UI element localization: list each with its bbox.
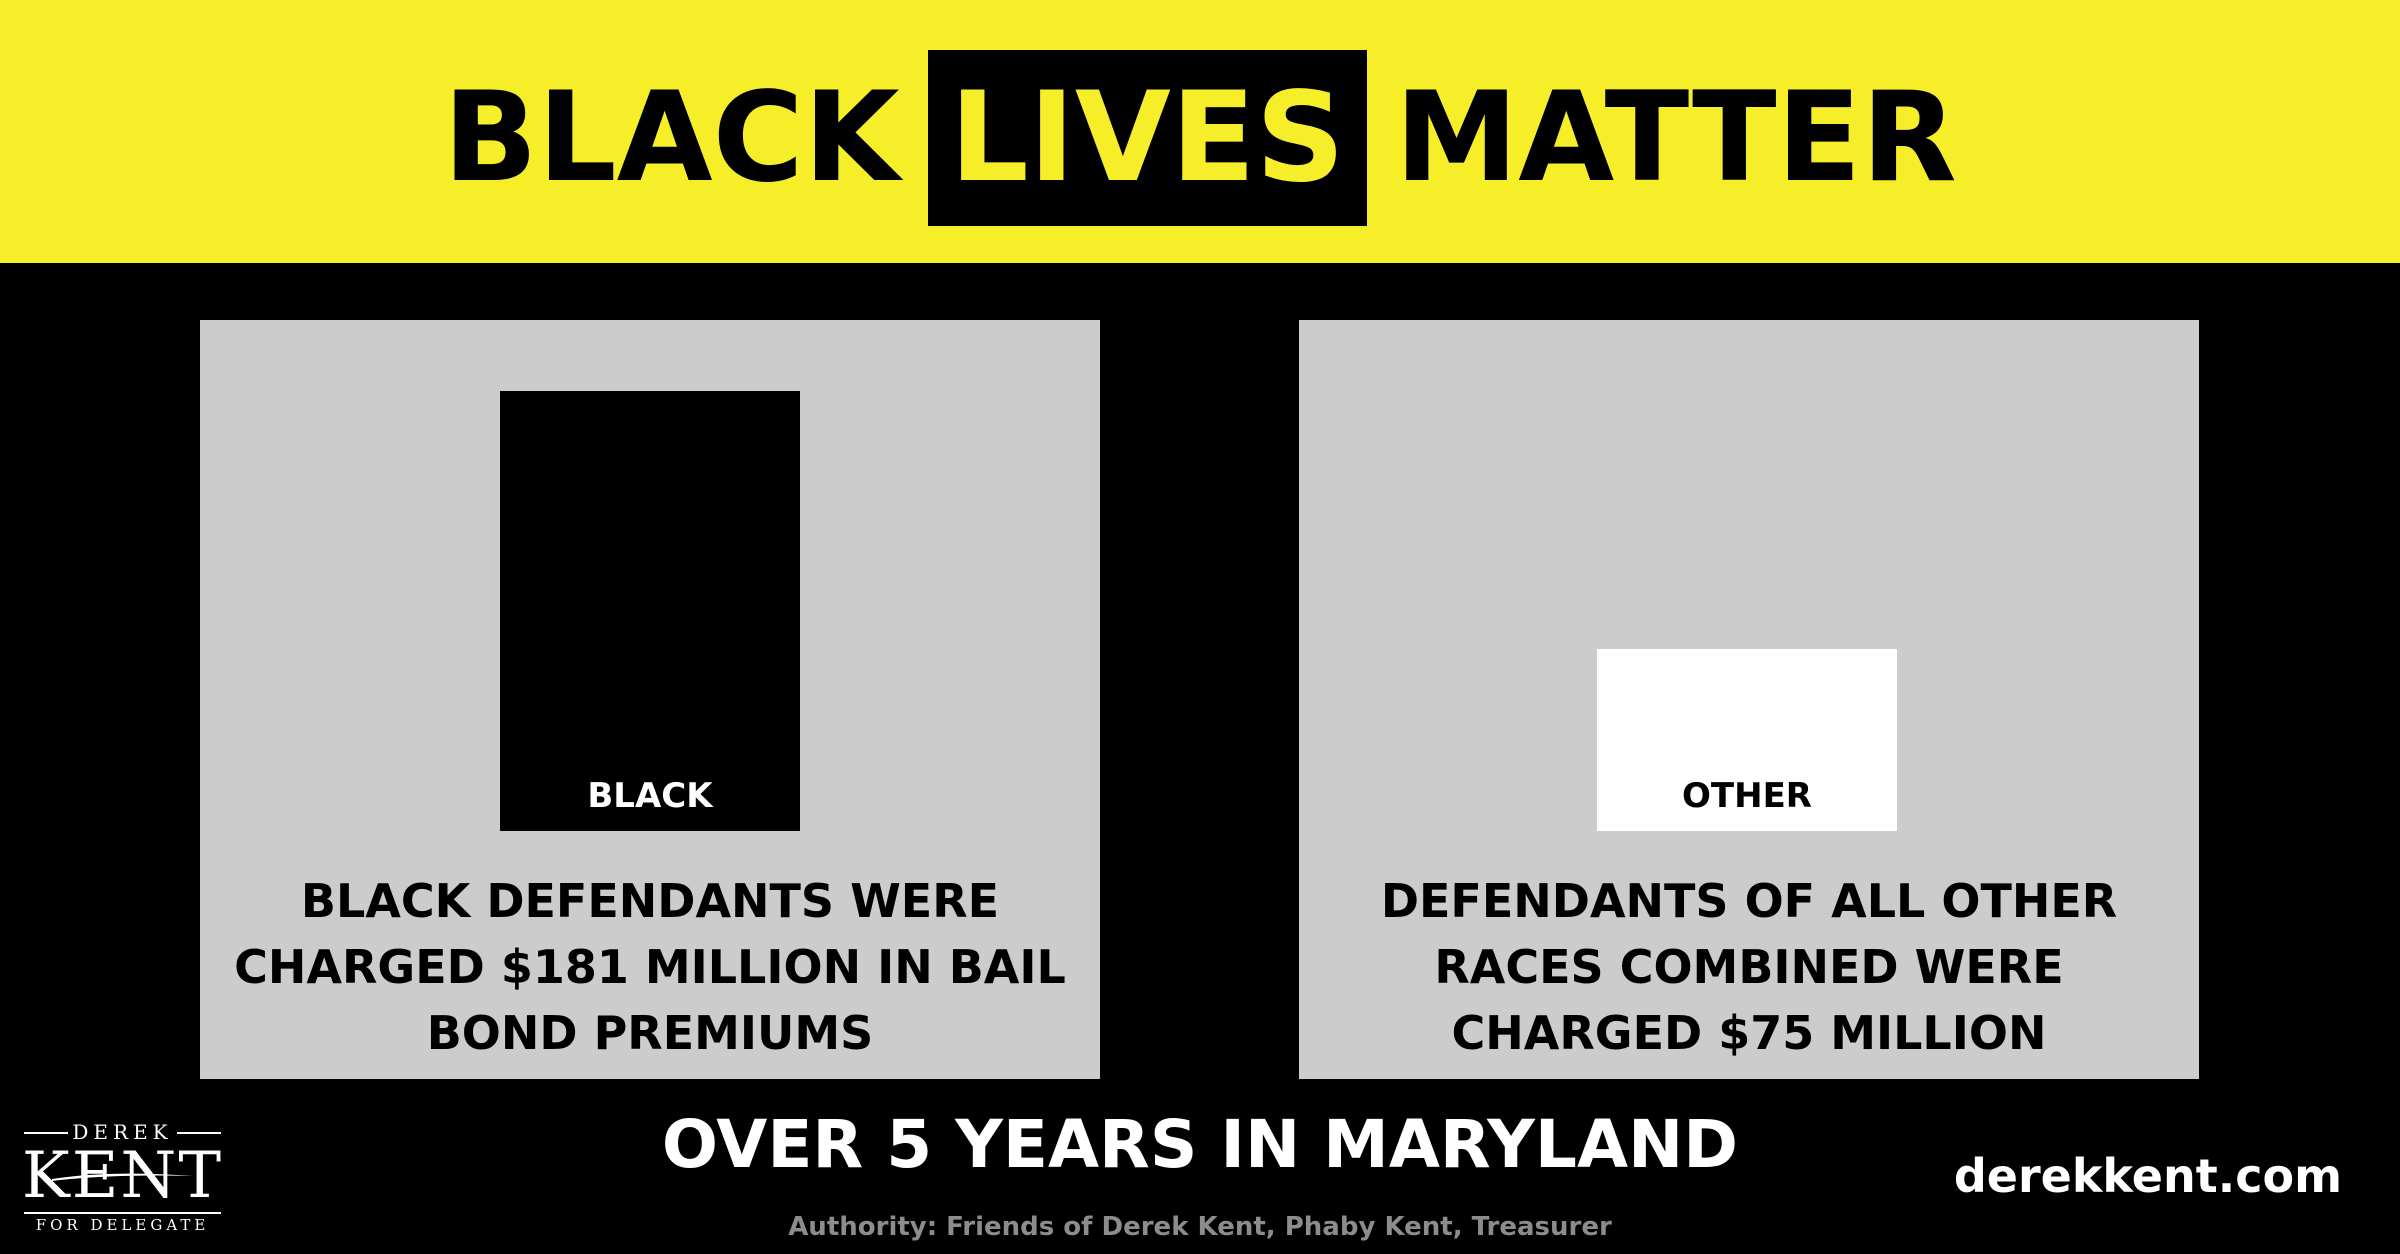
- caption-black: BLACK DEFENDANTS WERE CHARGED $181 MILLI…: [234, 874, 1066, 1060]
- logo-divider: [24, 1212, 221, 1214]
- headline-word-black: BLACK: [443, 66, 900, 210]
- chart-panel-black: BLACK BLACK DEFENDANTS WERE CHARGED $181…: [200, 320, 1100, 1079]
- bar-label-black: BLACK: [587, 776, 713, 816]
- authority-disclaimer: Authority: Friends of Derek Kent, Phaby …: [788, 1212, 1612, 1242]
- logo-line-right: [177, 1132, 221, 1134]
- bar-black: BLACK: [500, 391, 800, 831]
- headline: BLACK LIVES MATTER: [0, 50, 2400, 226]
- headline-word-matter: MATTER: [1394, 66, 1957, 210]
- footer-title: OVER 5 YEARS IN MARYLAND: [661, 1106, 1739, 1183]
- bar-other: OTHER: [1597, 649, 1897, 831]
- logo-line-left: [24, 1132, 68, 1134]
- chart-panel-other: OTHER DEFENDANTS OF ALL OTHER RACES COMB…: [1299, 320, 2199, 1079]
- bar-label-other: OTHER: [1682, 776, 1812, 816]
- headline-word-lives: LIVES: [927, 50, 1367, 226]
- logo-first-name: DEREK: [72, 1120, 173, 1144]
- logo-subtitle: FOR DELEGATE: [35, 1216, 210, 1234]
- caption-other: DEFENDANTS OF ALL OTHER RACES COMBINED W…: [1380, 874, 2118, 1060]
- campaign-logo: DEREK KENT FOR DELEGATE: [20, 1118, 225, 1234]
- header-banner: BLACK LIVES MATTER: [0, 0, 2400, 263]
- website-link[interactable]: derekkent.com: [1953, 1149, 2342, 1203]
- logo-swoosh-icon: [52, 1173, 193, 1181]
